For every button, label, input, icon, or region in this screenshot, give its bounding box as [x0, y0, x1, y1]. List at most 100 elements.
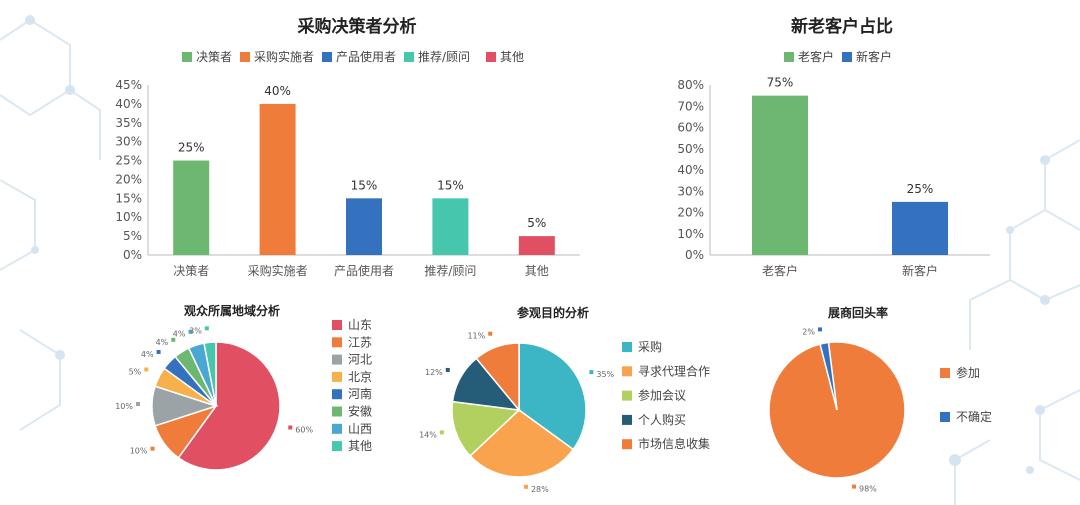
- legend-swatch: [332, 406, 342, 417]
- y-tick-label: 50%: [677, 142, 704, 156]
- pie-value-label: 4%: [173, 330, 186, 339]
- return-rate-title: 展商回头率: [828, 305, 888, 320]
- pie-value-label: 60%: [295, 425, 313, 434]
- legend-swatch: [332, 354, 342, 365]
- y-tick-label: 5%: [123, 229, 142, 243]
- legend-swatch: [240, 52, 250, 62]
- pie-label-marker: [204, 326, 209, 331]
- x-tick-label: 推荐/顾问: [424, 264, 476, 278]
- decision-makers-y-axis: 0% 5% 10% 15% 20% 25% 30% 35% 40% 45%: [115, 78, 142, 262]
- bar-value-label: 25%: [178, 141, 205, 155]
- pie-value-label: 11%: [467, 332, 485, 341]
- pie-label-marker: [150, 446, 155, 451]
- legend-swatch: [622, 414, 632, 425]
- pie-slice: [518, 342, 587, 451]
- pie-value-label: 28%: [531, 485, 549, 494]
- y-tick-label: 20%: [115, 172, 142, 186]
- x-tick-label: 产品使用者: [334, 263, 394, 278]
- y-tick-label: 0%: [123, 248, 142, 262]
- pie-label-marker: [523, 484, 528, 489]
- legend-label: 新客户: [856, 49, 892, 64]
- legend-label: 其他: [500, 50, 524, 64]
- pie-label-marker: [156, 349, 161, 354]
- legend-swatch: [842, 52, 852, 62]
- pie-label-marker: [288, 425, 293, 430]
- legend-swatch: [622, 439, 632, 450]
- decision-makers-chart: 采购决策者分析 决策者 采购实施者 产品使用者 推荐/顾问 其他 0%5%10%15%2…: [115, 16, 580, 278]
- pie-value-label: 3%: [189, 326, 202, 335]
- pie-value-label: 2%: [802, 327, 815, 336]
- pie-label-marker: [589, 370, 594, 375]
- x-tick-label: 决策者: [173, 264, 209, 278]
- pie-label-marker: [136, 402, 140, 406]
- bar: [173, 160, 210, 255]
- legend-swatch: [182, 52, 192, 62]
- customer-ratio-bars: 75% 老客户 25% 新客户: [752, 76, 948, 278]
- y-tick-label: 60%: [677, 121, 704, 135]
- pie-label-marker: [171, 337, 176, 342]
- pie-value-label: 4%: [156, 338, 169, 347]
- bar: [518, 236, 555, 255]
- x-tick-label: 其他: [525, 264, 549, 278]
- legend-label: 不确定: [956, 409, 992, 424]
- pie-slice: [203, 341, 217, 407]
- pie-label-marker: [488, 331, 493, 336]
- pie-value-label: 10%: [115, 402, 133, 411]
- legend-label: 其他: [348, 439, 372, 453]
- pie-value-label: 5%: [129, 367, 142, 376]
- legend-swatch: [940, 368, 950, 378]
- y-tick-label: 25%: [115, 154, 142, 168]
- y-tick-label: 70%: [677, 99, 704, 113]
- pie-value-label: 4%: [141, 350, 154, 359]
- y-tick-label: 10%: [677, 227, 704, 241]
- legend-label: 个人购买: [638, 412, 686, 427]
- legend-swatch: [622, 366, 632, 377]
- pie-value-label: 98%: [859, 485, 877, 494]
- legend-label: 采购实施者: [254, 49, 314, 64]
- y-tick-label: 45%: [115, 78, 142, 92]
- bar-value-label: 15%: [351, 178, 378, 192]
- bar-value-label: 75%: [767, 76, 794, 90]
- bar: [892, 201, 948, 255]
- pie-label-marker: [144, 367, 149, 372]
- legend-swatch: [332, 389, 342, 400]
- legend-label: 老客户: [798, 49, 834, 64]
- x-tick-label: 老客户: [762, 263, 798, 278]
- legend-label: 山东: [348, 318, 372, 332]
- pie-slice: [177, 341, 281, 471]
- customer-ratio-y-axis: 0% 10% 20% 30% 40% 50% 60% 70% 80%: [677, 78, 704, 262]
- pie-slice: [469, 409, 575, 478]
- y-tick-label: 80%: [677, 78, 704, 92]
- pie-value-label: 14%: [419, 430, 437, 439]
- legend-label: 安徽: [348, 404, 372, 419]
- pie-label-marker: [445, 367, 450, 372]
- y-tick-label: 35%: [115, 116, 142, 130]
- customer-ratio-legend: 老客户 新客户: [784, 49, 892, 64]
- pie-label-marker: [439, 430, 444, 435]
- y-tick-label: 30%: [677, 184, 704, 198]
- bar-value-label: 40%: [264, 84, 291, 98]
- decision-makers-title: 采购决策者分析: [297, 16, 417, 37]
- legend-swatch: [622, 342, 632, 352]
- bar-value-label: 25%: [907, 182, 934, 196]
- legend-label: 河北: [348, 353, 372, 367]
- legend-swatch: [332, 371, 342, 382]
- legend-label: 北京: [348, 370, 372, 384]
- pie-slice: [451, 400, 521, 457]
- decision-makers-bars: 25% 决策者 40% 采购实施者 15% 产品使用者 15% 推荐/顾问 5% 其他: [173, 84, 555, 278]
- y-tick-label: 40%: [677, 163, 704, 177]
- pie-label-marker: [818, 327, 823, 332]
- customer-ratio-title: 新老客户占比: [791, 16, 893, 37]
- decision-makers-legend: 决策者 采购实施者 产品使用者 推荐/顾问 其他: [182, 49, 524, 64]
- bar: [346, 198, 382, 255]
- region-pie: 60%10%10%5%4%4%4% 3%: [115, 326, 313, 471]
- legend-swatch: [332, 320, 342, 330]
- region-title: 观众所属地域分析: [184, 303, 280, 318]
- pie-label-marker: [188, 329, 193, 334]
- y-tick-label: 0%: [685, 248, 704, 262]
